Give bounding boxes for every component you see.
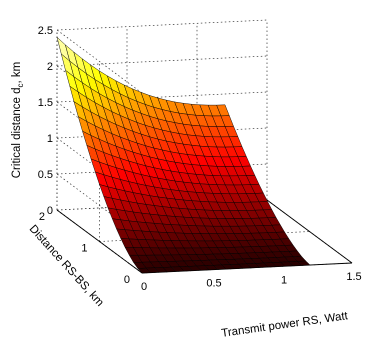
z-axis-label-sub: c [16, 83, 25, 87]
y-tick-label: 2 [39, 211, 45, 223]
z-tick-label: 1.5 [38, 97, 53, 109]
y-tick-label: 1 [81, 243, 87, 255]
z-axis-label-main: Critical distance d [11, 87, 23, 178]
axis-line [56, 209, 143, 274]
gridline-left-z [56, 29, 143, 94]
z-tick-label: 2.5 [38, 25, 53, 37]
gridline-back-z [56, 91, 268, 103]
surface-plot [56, 36, 311, 274]
x-tick-label: 0 [141, 281, 147, 293]
x-tick-label: 0.5 [206, 278, 221, 290]
z-tick-label: 1 [47, 133, 53, 145]
x-axis-label: Transmit power RS, Watt [221, 310, 350, 340]
gridline-left-z [56, 173, 143, 238]
gridline-back-z [56, 55, 268, 67]
z-axis-label: Critical distance dc, km [11, 62, 25, 179]
z-tick-label: 2 [47, 61, 53, 73]
z-tick-label: 0.5 [38, 169, 53, 181]
axis-line [266, 199, 353, 264]
y-tick-label: 0 [124, 274, 130, 286]
z-axis-label-unit: , km [11, 62, 23, 84]
gridline-back-z [56, 19, 268, 31]
x-tick-label: 1.5 [346, 271, 361, 283]
surface-cell [296, 260, 311, 266]
z-tick-label: 0 [47, 205, 53, 217]
y-axis-label: Distance RS-BS, km [27, 223, 106, 309]
x-tick-label: 1 [281, 274, 287, 286]
